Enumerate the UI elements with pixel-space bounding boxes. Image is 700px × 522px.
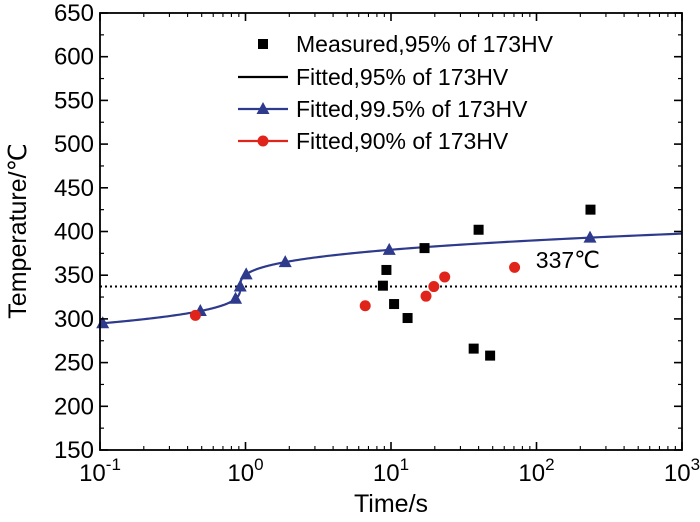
measured-point <box>485 350 496 361</box>
x-tick-labels: 10-1 100 101 102 103 <box>79 455 700 487</box>
legend-marker-3 <box>257 135 269 147</box>
series-marker-3 <box>428 281 440 293</box>
measured-point <box>389 299 400 310</box>
legend-label: Fitted,90% of 173HV <box>296 128 509 154</box>
legend-label: Fitted,95% of 173HV <box>296 64 509 90</box>
x-tick-label: 102 <box>518 455 554 487</box>
series-marker-3 <box>420 290 432 302</box>
series-marker-3 <box>189 309 201 321</box>
axis-ticks <box>99 12 683 451</box>
y-tick-label: 200 <box>54 393 94 420</box>
y-tick-label: 650 <box>54 0 94 27</box>
reference-line-label: 337℃ <box>536 247 600 273</box>
y-tick-label: 400 <box>54 219 94 246</box>
legend-marker-0 <box>258 39 268 49</box>
legend-marker-2 <box>256 102 270 114</box>
measured-point <box>468 343 479 354</box>
measured-point <box>402 313 413 324</box>
series-marker-2 <box>229 291 243 304</box>
x-tick-label: 101 <box>373 455 409 487</box>
y-axis-title: Temperature/℃ <box>4 143 32 318</box>
series-marker-3 <box>359 300 371 312</box>
measured-point <box>585 204 596 215</box>
series-marker-2 <box>583 230 597 243</box>
measured-point <box>381 264 392 275</box>
series-marker-2 <box>233 279 247 292</box>
y-tick-label: 550 <box>54 87 94 114</box>
x-axis-title: Time/s <box>354 490 428 518</box>
y-tick-label: 600 <box>54 44 94 71</box>
x-tick-label: 100 <box>227 455 263 487</box>
y-tick-label: 450 <box>54 175 94 202</box>
y-tick-label: 150 <box>54 437 94 464</box>
y-tick-label: 300 <box>54 306 94 333</box>
legend-label: Fitted,99.5% of 173HV <box>296 96 528 122</box>
y-tick-label: 250 <box>54 350 94 377</box>
series-marker-3 <box>509 261 521 273</box>
legend: Measured,95% of 173HV Fitted,95% of 173HV… <box>238 31 554 154</box>
fitted-curves <box>100 232 682 325</box>
y-tick-labels: 150 200 250 300 350 400 450 500 550 600 650 <box>54 0 94 464</box>
legend-label: Measured,95% of 173HV <box>296 31 554 57</box>
measured-point <box>473 224 484 235</box>
x-tick-label: 10-1 <box>79 455 121 487</box>
series-marker-3 <box>439 271 451 283</box>
series-marker-2 <box>382 242 396 255</box>
series-marker-2 <box>239 267 253 280</box>
measured-point <box>377 280 388 291</box>
series-marker-2 <box>278 255 292 268</box>
y-tick-label: 350 <box>54 262 94 289</box>
data-markers <box>96 204 597 361</box>
x-tick-label: 103 <box>664 455 700 487</box>
y-tick-label: 500 <box>54 131 94 158</box>
measured-point <box>419 243 430 254</box>
series-line-2 <box>100 232 682 325</box>
